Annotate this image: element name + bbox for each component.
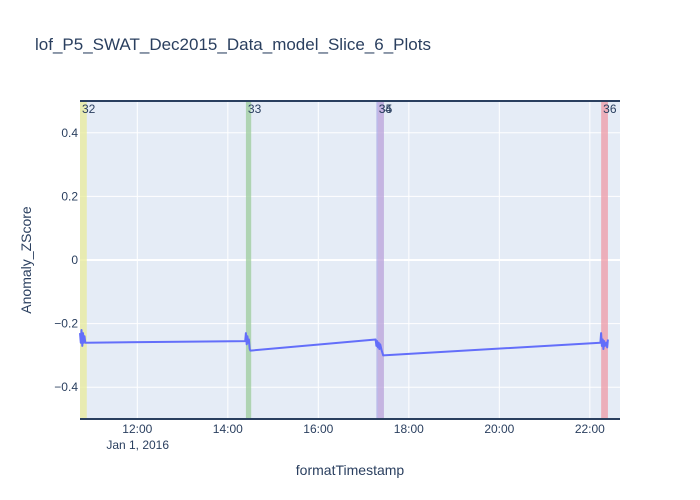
series-layer xyxy=(79,329,609,357)
band-label-32: 32 xyxy=(82,102,96,116)
tick-labels: 0.4 0.2 0 −0.2 −0.4 12:00 14:00 16:00 18:00 20:00… xyxy=(54,126,605,436)
band-label-33: 33 xyxy=(248,102,262,116)
y-tick-label: −0.2 xyxy=(54,317,78,331)
chart-title: lof_P5_SWAT_Dec2015_Data_model_Slice_6_P… xyxy=(35,35,431,54)
series-line-0 xyxy=(79,329,609,357)
band-label-35: 35 xyxy=(379,102,393,116)
band-35 xyxy=(377,101,384,419)
x-axis-title: formatTimestamp xyxy=(296,462,405,478)
band-36 xyxy=(601,101,608,419)
x-tick-label: 14:00 xyxy=(213,422,243,436)
band-32 xyxy=(80,101,87,419)
band-label-36: 36 xyxy=(603,102,617,116)
y-tick-label: 0.4 xyxy=(61,126,78,140)
x-tick-label: 16:00 xyxy=(303,422,333,436)
x-tick-label: 12:00 xyxy=(122,422,152,436)
band-34 xyxy=(376,101,378,419)
y-tick-label: −0.4 xyxy=(54,380,78,394)
x-tick-label: 20:00 xyxy=(484,422,514,436)
grid xyxy=(80,101,620,419)
x-tick-label: 18:00 xyxy=(394,422,424,436)
y-tick-label: 0.2 xyxy=(61,189,78,203)
plot-frame xyxy=(80,100,620,420)
y-tick-label: 0 xyxy=(71,253,78,267)
y-axis-title: Anomaly_ZScore xyxy=(18,206,34,314)
x-date-label: Jan 1, 2016 xyxy=(106,438,169,452)
x-tick-label: 22:00 xyxy=(575,422,605,436)
band-33 xyxy=(245,101,252,419)
